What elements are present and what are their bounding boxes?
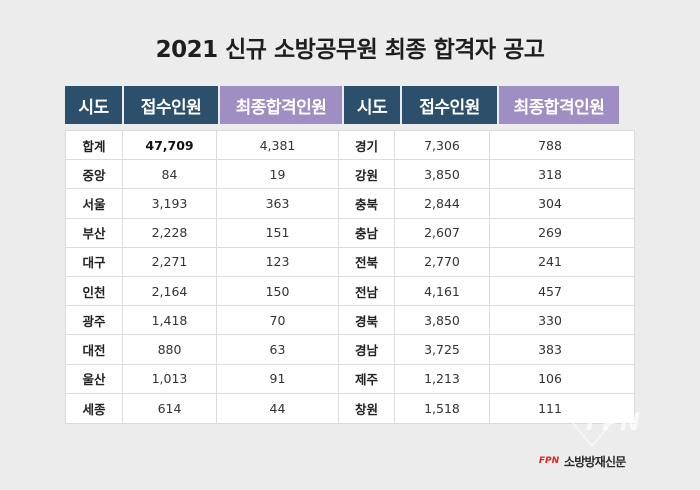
cell-applicants: 880 bbox=[123, 335, 217, 364]
cell-region-2: 충북 bbox=[339, 189, 395, 218]
cell-applicants-2: 7,306 bbox=[395, 131, 490, 160]
cell-final-passed-2: 106 bbox=[538, 371, 562, 387]
cell-final-passed-2: 304 bbox=[538, 195, 562, 211]
table-header-row: 시도 접수인원 최종합격인원 시도 접수인원 최종합격인원 bbox=[65, 86, 635, 124]
publisher-logo: FPN 소방방재신문 bbox=[536, 452, 626, 470]
table-row: 대구 2,271 123 전북 2,770 241 bbox=[66, 247, 634, 277]
publisher-name: 소방방재신문 bbox=[564, 454, 626, 469]
cell-applicants: 2,228 bbox=[123, 218, 217, 247]
cell-applicants-2: 1,213 bbox=[395, 364, 490, 393]
table-row: 인천 2,164 150 전남 4,161 457 bbox=[66, 276, 634, 307]
fpn-logo-icon: FPN bbox=[538, 456, 560, 466]
cell-applicants: 2,164 bbox=[123, 276, 217, 306]
header-applicants-2: 접수인원 bbox=[402, 86, 497, 124]
header-applicants: 접수인원 bbox=[124, 86, 218, 124]
cell-applicants-2: 3,725 bbox=[395, 335, 490, 364]
table-row: 세종 614 44 창원 1,518 111 bbox=[66, 393, 634, 423]
table-row: 부산 2,228 151 충남 2,607 269 bbox=[66, 218, 634, 248]
cell-final-passed-2: 330 bbox=[538, 312, 562, 328]
cell-final-passed-2: 788 bbox=[538, 137, 562, 153]
cell-final-passed: 123 bbox=[217, 247, 339, 276]
cell-final-passed: 19 bbox=[217, 160, 339, 189]
cell-final-passed-2: 269 bbox=[538, 225, 562, 241]
header-final-passed-2: 최종합격인원 bbox=[499, 86, 619, 124]
cell-applicants-2: 1,518 bbox=[395, 393, 490, 423]
table-row: 서울 3,193 363 충북 2,844 304 bbox=[66, 189, 634, 219]
svg-text:FPN: FPN bbox=[586, 408, 640, 436]
table-row: 울산 1,013 91 제주 1,213 106 bbox=[66, 364, 634, 394]
cell-final-passed: 70 bbox=[217, 306, 339, 335]
cell-region: 광주 bbox=[66, 306, 123, 335]
table-row: 광주 1,418 70 경북 3,850 330 bbox=[66, 306, 634, 336]
cell-region-2: 전남 bbox=[339, 276, 395, 306]
cell-final-passed: 151 bbox=[217, 218, 339, 247]
header-final-passed: 최종합격인원 bbox=[220, 86, 342, 124]
cell-region-2: 경남 bbox=[339, 335, 395, 364]
cell-region-2: 충남 bbox=[339, 218, 395, 247]
cell-region: 대전 bbox=[66, 335, 123, 364]
cell-final-passed-2: 457 bbox=[538, 283, 562, 299]
table-row: 합계 47,709 4,381 경기 7,306 788 bbox=[66, 131, 634, 161]
cell-region: 대구 bbox=[66, 247, 123, 276]
cell-final-passed: 44 bbox=[217, 393, 339, 423]
cell-final-passed-2: 111 bbox=[538, 400, 562, 416]
cell-region: 세종 bbox=[66, 393, 123, 423]
cell-applicants-2: 2,844 bbox=[395, 189, 490, 218]
cell-final-passed: 363 bbox=[217, 189, 339, 218]
cell-region-2: 창원 bbox=[339, 393, 395, 423]
cell-applicants-2: 3,850 bbox=[395, 160, 490, 189]
cell-region: 인천 bbox=[66, 276, 123, 306]
cell-region-2: 전북 bbox=[339, 247, 395, 276]
cell-region: 서울 bbox=[66, 189, 123, 218]
table-row: 중앙 84 19 강원 3,850 318 bbox=[66, 160, 634, 190]
cell-region: 합계 bbox=[66, 131, 123, 160]
cell-applicants-2: 4,161 bbox=[395, 276, 490, 306]
cell-region: 부산 bbox=[66, 218, 123, 247]
cell-final-passed: 150 bbox=[217, 276, 339, 306]
cell-applicants-2: 3,850 bbox=[395, 306, 490, 335]
cell-applicants: 1,418 bbox=[123, 306, 217, 335]
table-row: 대전 880 63 경남 3,725 383 bbox=[66, 335, 634, 365]
cell-final-passed: 4,381 bbox=[217, 131, 339, 160]
results-table: 시도 접수인원 최종합격인원 시도 접수인원 최종합격인원 합계 47,709 4,… bbox=[65, 86, 635, 424]
cell-applicants: 3,193 bbox=[123, 189, 217, 218]
header-region: 시도 bbox=[65, 86, 122, 124]
cell-applicants: 1,013 bbox=[123, 364, 217, 393]
cell-applicants-2: 2,607 bbox=[395, 218, 490, 247]
cell-applicants: 614 bbox=[123, 393, 217, 423]
cell-region: 중앙 bbox=[66, 160, 123, 189]
cell-final-passed: 91 bbox=[217, 364, 339, 393]
page-title: 2021 신규 소방공무원 최종 합격자 공고 bbox=[155, 37, 545, 63]
cell-final-passed-2: 241 bbox=[538, 254, 562, 270]
cell-region-2: 강원 bbox=[339, 160, 395, 189]
cell-final-passed: 63 bbox=[217, 335, 339, 364]
cell-region-2: 경북 bbox=[339, 306, 395, 335]
cell-region-2: 경기 bbox=[339, 131, 395, 160]
cell-region-2: 제주 bbox=[339, 364, 395, 393]
cell-applicants: 2,271 bbox=[123, 247, 217, 276]
cell-applicants: 47,709 bbox=[123, 131, 217, 160]
table-body: 합계 47,709 4,381 경기 7,306 788 중앙 84 19 강원 3,850 318 서… bbox=[65, 130, 635, 424]
cell-region: 울산 bbox=[66, 364, 123, 393]
cell-final-passed-2: 383 bbox=[538, 341, 562, 357]
header-region-2: 시도 bbox=[344, 86, 400, 124]
cell-applicants-2: 2,770 bbox=[395, 247, 490, 276]
cell-final-passed-2: 318 bbox=[538, 166, 562, 182]
fpn-watermark-icon: FPN bbox=[572, 396, 640, 448]
cell-applicants: 84 bbox=[123, 160, 217, 189]
